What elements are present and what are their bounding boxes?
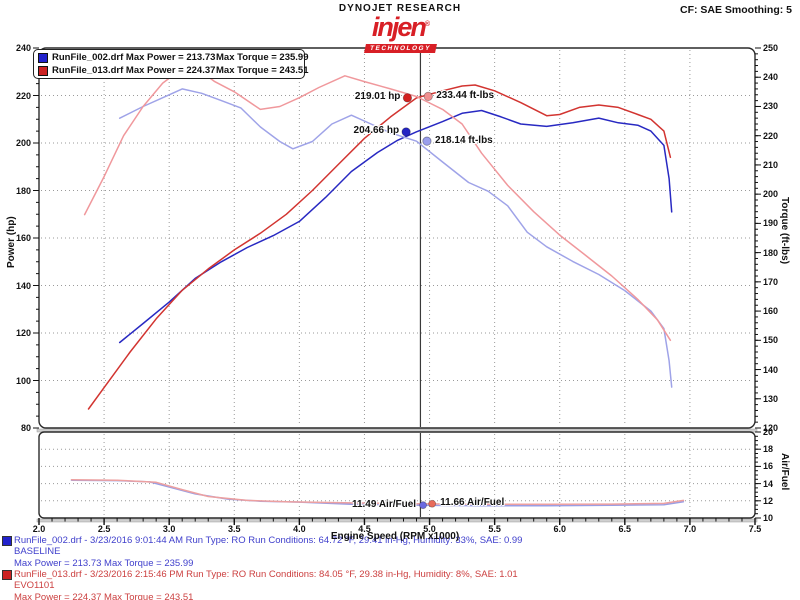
series-runfile-002-power-hp- <box>118 109 673 344</box>
legend-swatch-blue <box>38 52 48 63</box>
torque-tick-label: 250 <box>763 43 779 53</box>
series-runfile-002-torque-ft-lbs- <box>118 88 673 388</box>
run-info-line: RunFile_002.drf - 3/23/2016 9:01:44 AM R… <box>14 534 523 546</box>
power-tick-label: 120 <box>15 328 31 338</box>
run-swatch-evo1101 <box>2 570 12 580</box>
rpm-tick-label: 7.5 <box>748 524 762 534</box>
injen-logo-subtext: TECHNOLOGY <box>363 44 437 53</box>
torque-tick-label: 210 <box>763 159 779 170</box>
run-info-line: RunFile_013.drf - 3/23/2016 2:15:46 PM R… <box>14 568 518 580</box>
run-swatch-baseline <box>2 536 12 546</box>
legend-label: RunFile_002.drf Max Power = 213.73 <box>52 52 216 63</box>
airfuel-tick-label: 10 <box>763 513 774 523</box>
power-tick-label: 160 <box>15 233 31 243</box>
cursor-marker-dot <box>401 127 411 137</box>
power-tick-label: 100 <box>15 375 31 386</box>
cursor-marker-dot <box>419 501 427 510</box>
rpm-tick-label: 6.5 <box>618 524 632 534</box>
airfuel-tick-label: 12 <box>763 495 774 506</box>
page-title: DYNOJET RESEARCH <box>338 3 462 14</box>
annotation-power-blue: 204.66 hp <box>353 125 400 137</box>
injen-logo: injen® TECHNOLOGY <box>0 13 800 55</box>
torque-tick-label: 150 <box>763 335 779 346</box>
legend-row-baseline: RunFile_002.drf Max Power = 213.73 Max T… <box>38 51 309 64</box>
rpm-tick-label: 5.0 <box>423 524 436 534</box>
power-tick-label: 180 <box>15 185 31 196</box>
rpm-tick-label: 2.0 <box>32 524 46 534</box>
axis-ticks <box>33 47 761 525</box>
torque-tick-label: 220 <box>763 130 779 141</box>
torque-tick-label: 160 <box>763 306 779 317</box>
run-max-line: Max Power = 224.37 Max Torque = 243.51 <box>14 591 194 600</box>
airfuel-axis-label: Air/Fuel <box>779 453 790 491</box>
power-tick-label: 240 <box>15 43 31 53</box>
torque-tick-label: 190 <box>763 218 779 229</box>
power-tick-label: 200 <box>15 138 31 148</box>
cursor-marker-dot <box>423 91 433 102</box>
annotation-power-red: 219.01 hp <box>354 91 401 103</box>
legend-torque: Max Torque = 235.99 <box>216 52 309 63</box>
annotation-airfuel-blue: 11.49 Air/Fuel <box>351 498 417 510</box>
rpm-tick-label: 4.5 <box>358 524 371 534</box>
torque-tick-label: 230 <box>763 101 779 112</box>
rpm-tick-label: 7.0 <box>683 524 697 534</box>
airfuel-tick-label: 20 <box>763 427 774 437</box>
airfuel-tick-label: 14 <box>763 478 774 489</box>
airfuel-tick-label: 18 <box>763 444 774 455</box>
torque-tick-label: 170 <box>763 276 779 287</box>
gridlines <box>41 50 753 516</box>
legend-row-evo1101: RunFile_013.drf Max Power = 224.37 Max T… <box>38 64 309 77</box>
run-max-line: Max Power = 213.73 Max Torque = 235.99 <box>14 557 194 569</box>
torque-tick-label: 120 <box>763 423 779 433</box>
annotation-torque-blue: 218.14 ft-lbs <box>434 134 493 146</box>
run-name-line: EVO1101 <box>14 580 55 591</box>
rpm-tick-label: 4.0 <box>293 524 306 534</box>
torque-tick-label: 140 <box>763 364 779 375</box>
legend: RunFile_002.drf Max Power = 213.73 Max T… <box>33 49 309 79</box>
rpm-tick-label: 5.5 <box>488 524 501 534</box>
x-axis-label: Engine Speed (RPM x1000) <box>330 531 460 542</box>
power-tick-label: 80 <box>20 423 31 433</box>
rpm-tick-label: 3.0 <box>162 524 176 534</box>
series-runfile-013-air-fuel <box>70 478 685 505</box>
legend-label: RunFile_013.drf Max Power = 224.37 <box>52 65 216 76</box>
cursor-marker-dot <box>422 136 432 146</box>
cursor-marker-dot <box>428 499 437 508</box>
annotation-torque-red: 233.44 ft-lbs <box>436 89 495 101</box>
annotation-airfuel-red: 11.66 Air/Fuel <box>440 497 505 509</box>
legend-swatch-red <box>38 65 48 76</box>
rpm-tick-label: 6.0 <box>553 524 566 534</box>
run-name-line: BASELINE <box>14 546 61 557</box>
legend-torque: Max Torque = 243.51 <box>216 65 309 76</box>
registered-mark-icon: ® <box>424 21 430 28</box>
axis-band <box>36 518 758 523</box>
torque-tick-label: 130 <box>763 393 779 404</box>
rpm-tick-label: 2.5 <box>97 524 111 534</box>
torque-axis-label: Torque (ft-lbs) <box>779 197 790 265</box>
power-tick-label: 220 <box>15 90 31 101</box>
torque-tick-label: 240 <box>763 72 779 83</box>
power-tick-label: 140 <box>15 280 31 291</box>
torque-tick-label: 200 <box>763 189 779 200</box>
airfuel-tick-label: 16 <box>763 461 774 472</box>
rpm-tick-label: 3.5 <box>228 524 241 534</box>
injen-logo-text: injen® <box>371 12 430 42</box>
cursor-marker-dot <box>402 93 413 103</box>
torque-tick-label: 180 <box>763 247 779 258</box>
correction-factor-label: CF: SAE Smoothing: 5 <box>680 4 792 16</box>
